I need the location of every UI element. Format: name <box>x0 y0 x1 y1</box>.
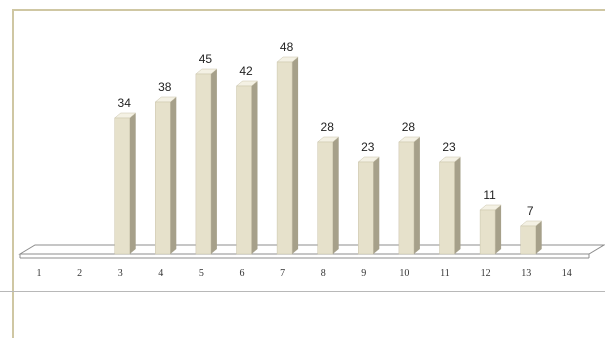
bar-side-face <box>332 137 339 254</box>
bar <box>195 68 218 255</box>
bar-side-face <box>535 221 542 254</box>
bar-side-face <box>210 69 217 254</box>
x-tick-label: 8 <box>321 268 326 279</box>
x-tick-label: 1 <box>37 268 42 279</box>
bar <box>235 80 259 255</box>
bar-value-label: 23 <box>361 140 375 154</box>
bar-value-label: 42 <box>239 64 253 78</box>
bar <box>438 156 462 255</box>
x-tick-label: 2 <box>77 268 82 279</box>
frame-top-border <box>12 9 605 11</box>
bar-front-face <box>479 209 496 255</box>
bar-side-face <box>292 57 299 254</box>
bar <box>357 156 380 255</box>
x-tick-label: 9 <box>361 268 366 279</box>
bar-value-label: 28 <box>402 120 416 134</box>
bar <box>276 56 299 255</box>
x-tick-label: 4 <box>158 268 163 279</box>
x-tick-label: 11 <box>440 268 450 279</box>
bar-value-label: 48 <box>280 40 294 54</box>
x-tick-label: 3 <box>118 268 123 279</box>
bar-side-face <box>129 113 136 254</box>
bar-value-label: 28 <box>321 120 335 134</box>
x-tick-label: 7 <box>280 268 285 279</box>
x-tick-label: 10 <box>399 268 409 279</box>
bar-value-label: 45 <box>199 52 213 66</box>
x-tick-label: 5 <box>199 268 204 279</box>
bar-front-face <box>276 61 293 255</box>
x-tick-label: 12 <box>481 268 491 279</box>
bar-front-face <box>358 161 374 255</box>
bar-side-face <box>454 157 461 254</box>
floor-plane <box>18 244 605 255</box>
bar-value-label: 7 <box>527 204 534 218</box>
bar-side-face <box>373 157 380 254</box>
bar-value-label: 38 <box>158 80 172 94</box>
bar <box>317 136 340 255</box>
bar-front-face <box>520 225 536 255</box>
bar-front-face <box>398 141 415 255</box>
bar-side-face <box>170 97 177 254</box>
bar-front-face <box>439 161 455 255</box>
bar-front-face <box>155 101 171 255</box>
bar-side-face <box>251 81 258 254</box>
bar-value-label: 34 <box>118 96 132 110</box>
bar-front-face <box>317 141 333 255</box>
bar-value-label: 23 <box>442 140 456 154</box>
bar <box>398 136 421 255</box>
bar-side-face <box>413 137 420 254</box>
x-tick-label: 6 <box>240 268 245 279</box>
chart-floor <box>18 244 605 259</box>
frame-left-border <box>12 9 14 338</box>
x-tick-label: 13 <box>521 268 531 279</box>
bar-front-face <box>236 85 252 255</box>
bar-side-face <box>495 205 502 254</box>
bar-front-face <box>114 117 130 255</box>
divider-line <box>0 291 605 292</box>
bar <box>114 112 137 255</box>
bars-group <box>114 56 543 255</box>
bar <box>154 96 177 255</box>
bar <box>520 220 543 255</box>
bar-front-face <box>195 73 212 255</box>
x-tick-label: 14 <box>562 268 572 279</box>
bar-value-label: 11 <box>483 188 496 202</box>
bar <box>479 204 502 255</box>
value-labels-group: 34 38 45 42 48 28 23 28 23 11 7 <box>118 40 534 218</box>
x-axis-ticks-group: 1 2 3 4 5 6 7 8 9 10 11 12 13 14 <box>37 268 572 279</box>
